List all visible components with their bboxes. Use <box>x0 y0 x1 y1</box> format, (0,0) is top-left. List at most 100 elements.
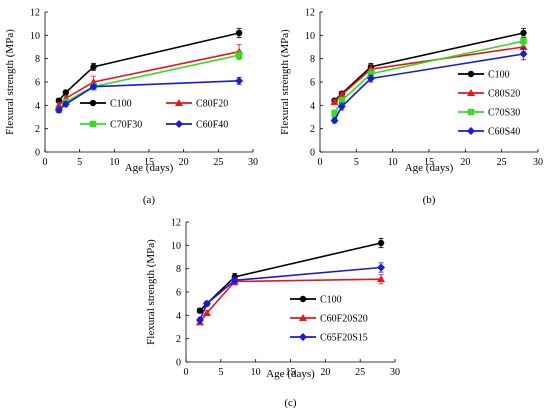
legend-label: C70S30 <box>488 108 520 119</box>
legend-marker <box>467 89 475 96</box>
y-axis-label: Flexural strength (MPa) <box>279 29 291 135</box>
data-point <box>377 239 385 247</box>
legend-item: C60F20S20 <box>290 314 368 325</box>
data-point <box>331 110 338 117</box>
legend-marker <box>175 99 183 106</box>
y-tick-label: 10 <box>171 241 181 252</box>
legend-marker <box>299 333 307 341</box>
series-line <box>199 242 382 312</box>
data-point <box>62 89 69 96</box>
data-point <box>330 116 339 125</box>
data-point <box>337 90 346 98</box>
y-tick-label: 4 <box>35 101 40 112</box>
series-line <box>58 80 240 111</box>
x-tick-label: 20 <box>320 367 330 378</box>
data-point <box>366 65 375 73</box>
y-tick-label: 4 <box>176 311 181 322</box>
y-tick-label: 12 <box>171 218 181 229</box>
legend-label: C100 <box>320 295 342 306</box>
y-tick-label: 6 <box>310 78 315 89</box>
y-tick-label: 8 <box>176 264 181 275</box>
x-axis-label: Age (days) <box>405 162 454 174</box>
y-tick-label: 6 <box>35 78 40 89</box>
data-point <box>235 29 243 37</box>
series-line <box>58 50 240 106</box>
y-tick-label: 4 <box>310 101 315 112</box>
x-axis-label: Age (days) <box>125 162 174 174</box>
legend-marker <box>467 108 475 116</box>
x-tick-label: 5 <box>77 157 82 168</box>
data-point <box>519 50 528 58</box>
x-tick-label: 10 <box>388 157 398 168</box>
data-point <box>55 97 63 104</box>
data-point <box>366 74 375 83</box>
data-point <box>89 82 98 91</box>
y-tick-label: 12 <box>30 8 40 19</box>
x-axis-label: Age (days) <box>266 368 315 380</box>
data-point <box>520 37 527 45</box>
data-point <box>61 100 70 109</box>
series-C60F40 <box>54 76 244 114</box>
y-axis-label: Flexural strength (MPa) <box>145 239 157 345</box>
legend-item: C100 <box>290 295 342 306</box>
legend: C100 C80F20 C70F30 C60F40 <box>80 99 228 131</box>
legend-item: C100 <box>80 99 132 110</box>
x-tick-label: 0 <box>43 157 48 168</box>
y-tick-label: 0 <box>310 148 315 159</box>
panel-label: (b) <box>423 194 436 206</box>
data-point <box>520 29 527 37</box>
y-tick-label: 10 <box>305 31 315 42</box>
data-point <box>202 299 211 308</box>
legend: C100 C80S20 C70S30 C60S40 <box>458 70 520 138</box>
legend-marker <box>299 295 307 303</box>
data-point <box>202 309 211 316</box>
y-tick-label: 2 <box>310 124 315 135</box>
data-point <box>54 106 63 114</box>
data-point <box>230 276 239 285</box>
x-tick-label: 15 <box>424 157 434 168</box>
chart-panel-b: 0 2 4 6 8 10 12 0 5 10 15 20 25 30 Age (days) Flexural … <box>279 8 543 207</box>
series-line <box>333 53 524 121</box>
y-tick-label: 2 <box>35 124 40 135</box>
y-axis-label: Flexural strength (MPa) <box>4 29 16 135</box>
x-tick-label: 5 <box>218 367 223 378</box>
data-point <box>90 63 97 71</box>
data-point <box>196 307 204 314</box>
legend-label: C60S40 <box>488 127 520 138</box>
legend-item: C60F40 <box>166 120 228 131</box>
x-tick-label: 20 <box>179 157 189 168</box>
x-tick-label: 0 <box>318 157 323 168</box>
legend-item: C60S40 <box>458 127 520 138</box>
legend-label: C65F20S15 <box>320 333 368 344</box>
legend-item: C70S30 <box>458 108 520 119</box>
legend-label: C100 <box>110 99 132 110</box>
legend-label: C60F40 <box>196 120 228 131</box>
x-tick-label: 30 <box>248 157 258 168</box>
data-point <box>338 97 345 104</box>
y-tick-label: 2 <box>176 334 181 345</box>
chart-panel-c: 0 2 4 6 8 10 12 0 5 10 15 20 25 30 Age (days) Flexural … <box>145 218 400 410</box>
data-point <box>337 102 346 111</box>
series-line <box>58 54 240 111</box>
legend-item: C80S20 <box>458 89 520 100</box>
legend-label: C60F20S20 <box>320 314 368 325</box>
legend-label: C100 <box>488 70 510 81</box>
y-tick-label: 8 <box>35 54 40 65</box>
x-tick-label: 10 <box>109 157 119 168</box>
legend-marker <box>175 120 183 128</box>
data-point <box>235 51 243 59</box>
legend-item: C65F20S15 <box>290 333 368 344</box>
x-tick-label: 25 <box>213 157 223 168</box>
x-tick-label: 30 <box>533 157 543 168</box>
y-tick-label: 0 <box>176 358 181 369</box>
series-line <box>333 32 524 102</box>
y-tick-label: 6 <box>176 288 181 299</box>
legend-item: C70F30 <box>80 120 142 131</box>
data-point <box>195 316 204 324</box>
data-point <box>367 70 375 78</box>
legend-label: C70F30 <box>110 120 142 131</box>
legend-label: C80F20 <box>196 99 228 110</box>
series-line <box>199 266 382 321</box>
series-line <box>333 40 524 114</box>
